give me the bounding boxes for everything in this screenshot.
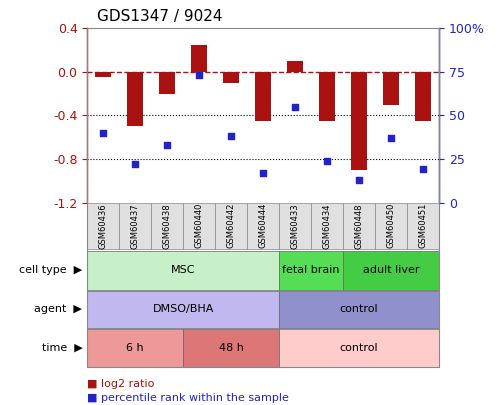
Point [131, 161, 139, 167]
Bar [223, 72, 239, 83]
Text: GDS1347 / 9024: GDS1347 / 9024 [97, 9, 223, 24]
Text: GSM60442: GSM60442 [227, 203, 236, 249]
Point [419, 166, 427, 173]
Text: GSM60437: GSM60437 [131, 203, 140, 249]
Bar [159, 72, 175, 94]
Text: ■ percentile rank within the sample: ■ percentile rank within the sample [87, 393, 289, 403]
Text: 48 h: 48 h [219, 343, 244, 353]
Point [355, 177, 363, 183]
Bar [319, 72, 335, 121]
Text: GSM60434: GSM60434 [323, 203, 332, 249]
Point [227, 133, 235, 140]
Text: DMSO/BHA: DMSO/BHA [153, 305, 214, 314]
Text: 6 h: 6 h [126, 343, 144, 353]
Point [387, 135, 395, 141]
Point [195, 72, 203, 79]
Bar [95, 72, 111, 77]
Bar [127, 72, 143, 126]
Text: time  ▶: time ▶ [41, 343, 82, 353]
Bar [287, 61, 303, 72]
Text: GSM60450: GSM60450 [387, 203, 396, 249]
Text: MSC: MSC [171, 265, 196, 275]
Point [323, 158, 331, 164]
Bar [383, 72, 399, 104]
Bar [415, 72, 431, 121]
Bar [351, 72, 367, 170]
Text: GSM60438: GSM60438 [163, 203, 172, 249]
Point [99, 130, 107, 136]
Text: fetal brain: fetal brain [282, 265, 340, 275]
Bar [255, 72, 271, 121]
Text: adult liver: adult liver [363, 265, 419, 275]
Point [259, 170, 267, 176]
Text: ■ log2 ratio: ■ log2 ratio [87, 379, 155, 389]
Text: GSM60433: GSM60433 [291, 203, 300, 249]
Point [163, 142, 171, 148]
Text: control: control [340, 343, 378, 353]
Bar [191, 45, 207, 72]
Point [291, 103, 299, 110]
Text: GSM60440: GSM60440 [195, 203, 204, 249]
Text: control: control [340, 305, 378, 314]
Text: GSM60448: GSM60448 [355, 203, 364, 249]
Text: GSM60444: GSM60444 [258, 203, 268, 249]
Text: cell type  ▶: cell type ▶ [19, 265, 82, 275]
Text: GSM60451: GSM60451 [419, 203, 428, 249]
Text: GSM60436: GSM60436 [99, 203, 108, 249]
Text: agent  ▶: agent ▶ [34, 305, 82, 314]
